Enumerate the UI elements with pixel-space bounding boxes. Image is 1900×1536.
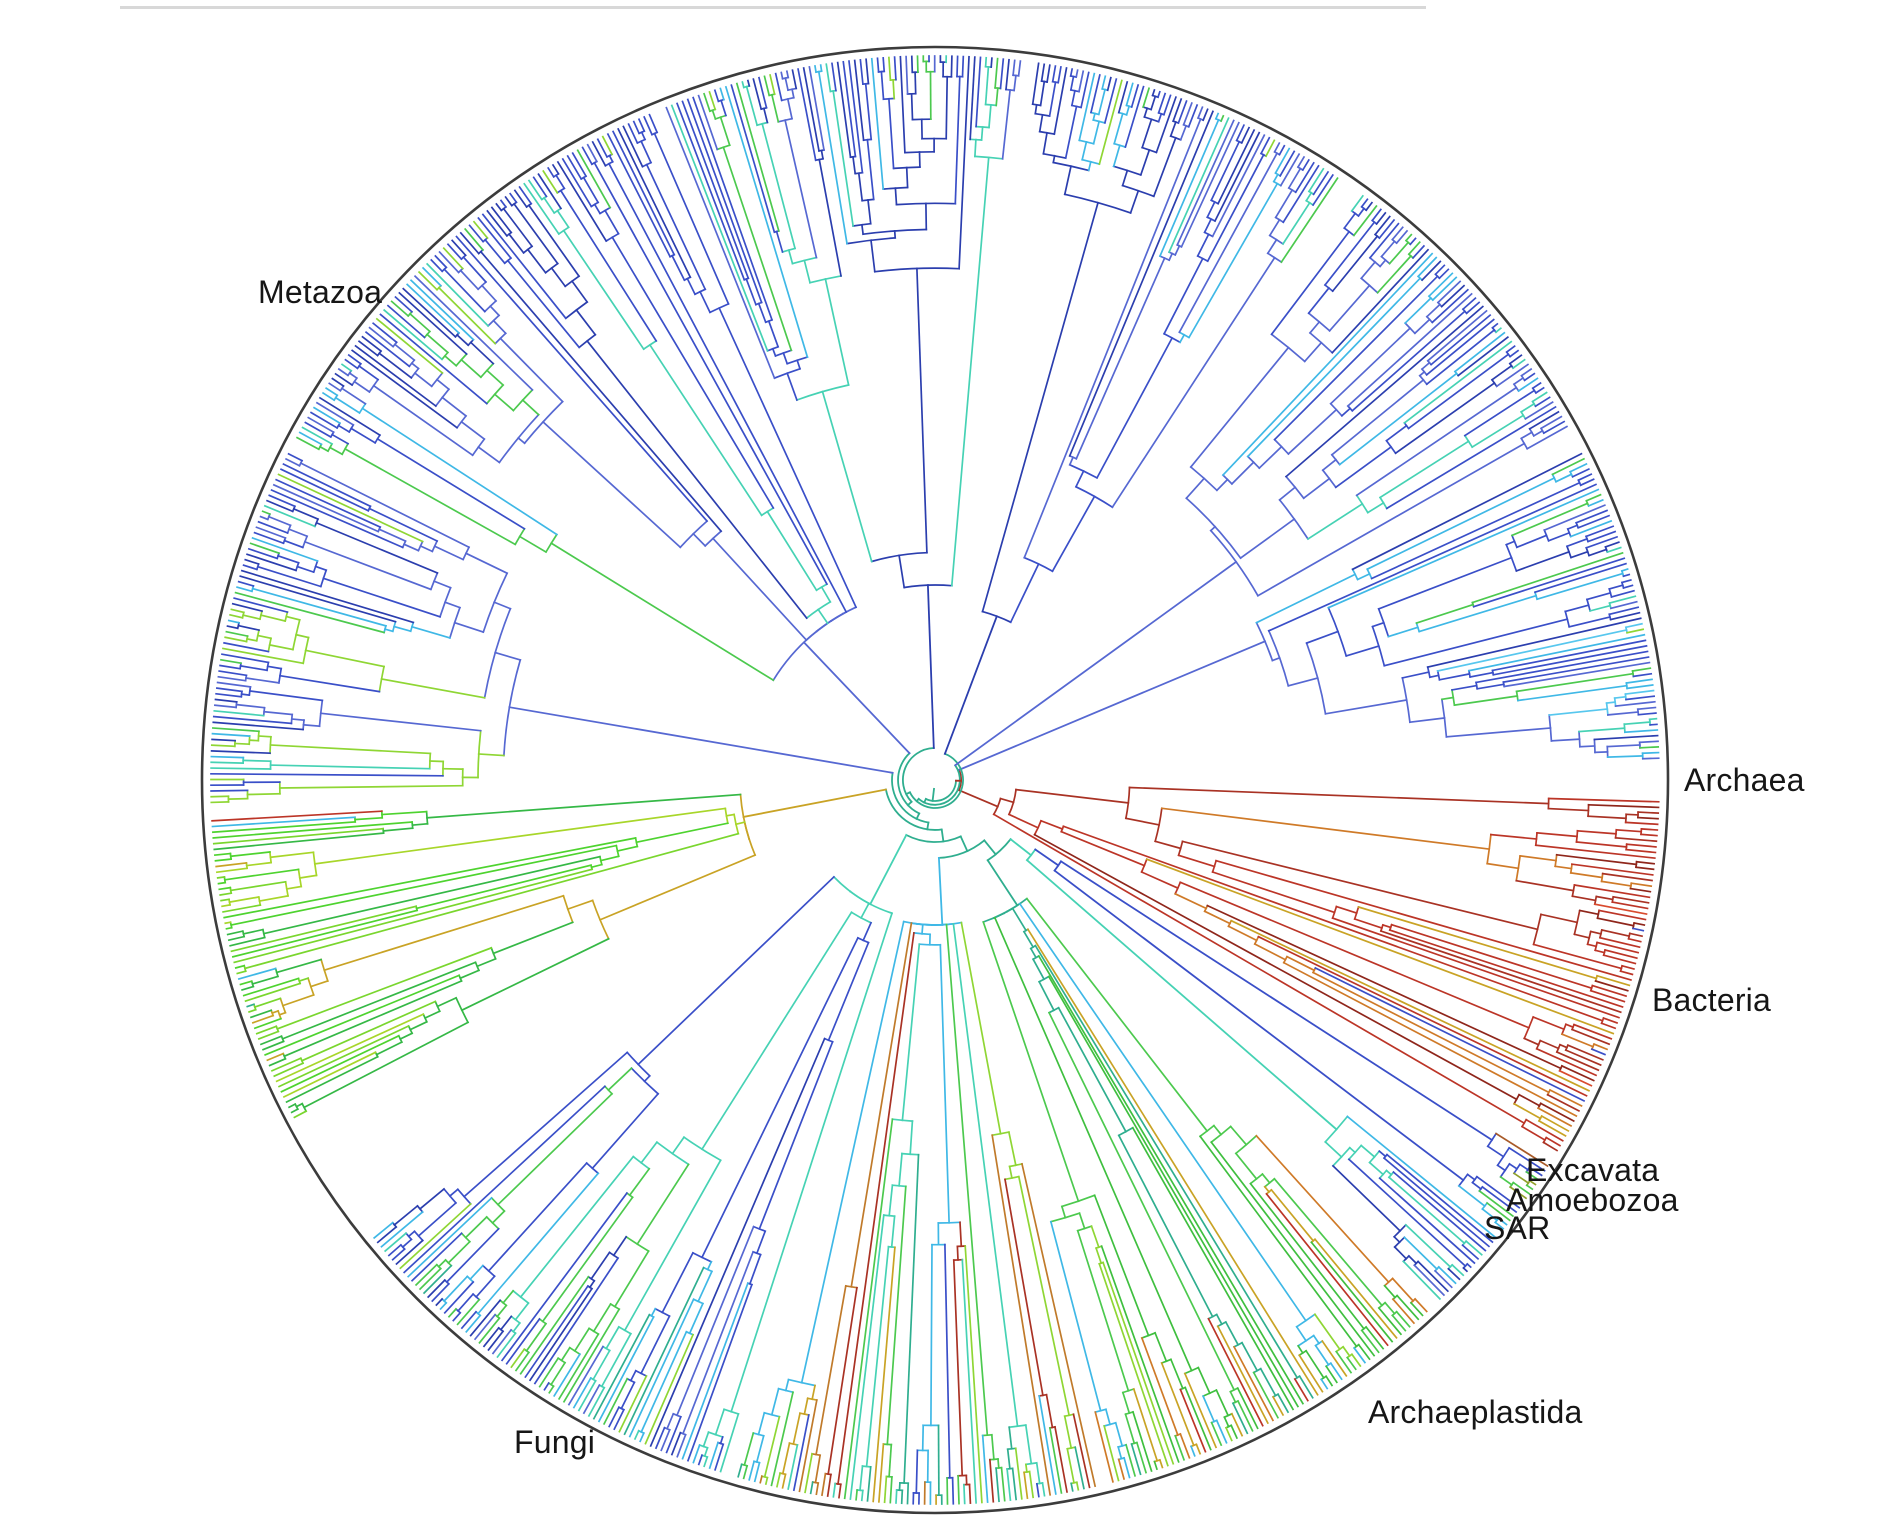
clade-label-amoebozoa: Amoebozoa	[1506, 1182, 1679, 1218]
tree-branches	[210, 55, 1660, 1505]
clade-label-fungi: Fungi	[514, 1424, 596, 1460]
top-rule	[120, 6, 1426, 9]
tree-outer-circle	[200, 45, 1670, 1515]
clade-label-metazoa: Metazoa	[258, 274, 383, 310]
clade-label-sar: SAR	[1484, 1210, 1551, 1246]
clade-label-bacteria: Bacteria	[1652, 982, 1771, 1018]
clade-label-excavata: Excavata	[1526, 1152, 1660, 1188]
clade-label-archaea: Archaea	[1684, 762, 1805, 798]
clade-label-archaeplastida: Archaeplastida	[1368, 1394, 1583, 1430]
